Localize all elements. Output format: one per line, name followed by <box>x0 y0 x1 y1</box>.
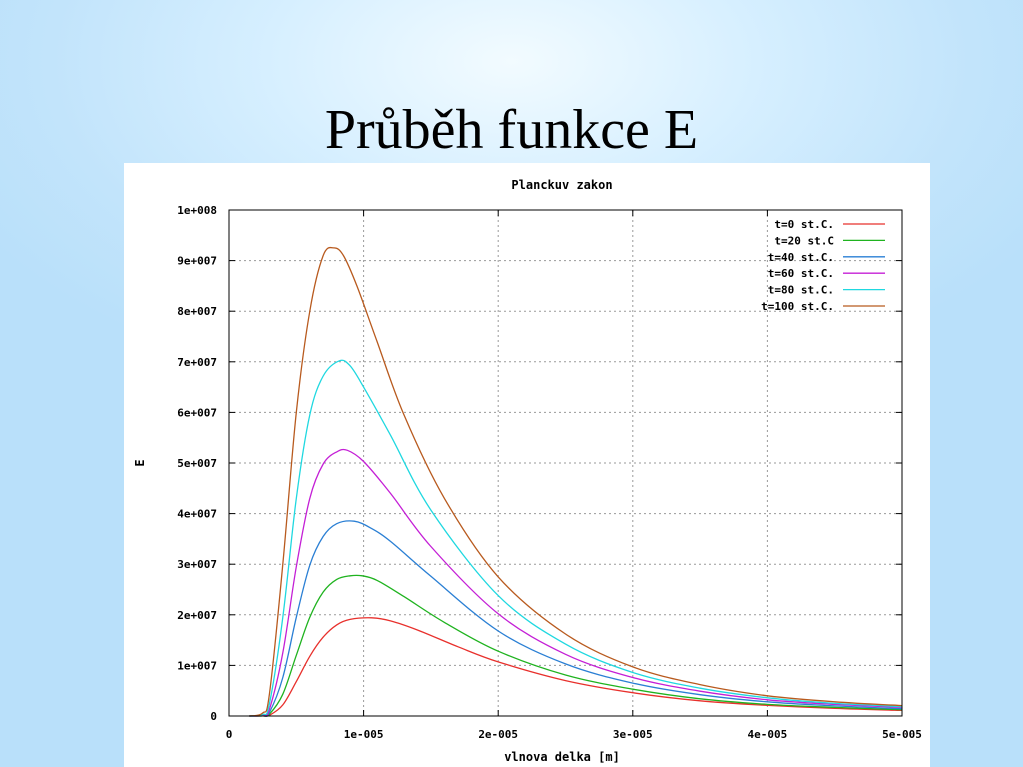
legend-label: t=40 st.C. <box>768 251 834 264</box>
series-line <box>249 617 903 717</box>
series-line <box>249 359 903 717</box>
chart-background <box>124 163 930 767</box>
legend-label: t=20 st.C <box>774 234 834 247</box>
x-tick-label: 4e-005 <box>748 728 788 741</box>
grid <box>229 210 902 716</box>
series-line <box>249 574 903 717</box>
legend-label: t=0 st.C. <box>774 218 834 231</box>
y-tick-label: 2e+007 <box>177 609 217 622</box>
y-tick-label: 4e+007 <box>177 508 217 521</box>
x-tick-label: 0 <box>226 728 233 741</box>
y-tick-label: 3e+007 <box>177 558 217 571</box>
y-tick-label: 9e+007 <box>177 255 217 268</box>
axis-ticks: 0 1e+007 2e+007 3e+007 4e+007 5e+007 6e+007 7e+… <box>177 204 922 741</box>
y-tick-label: 6e+007 <box>177 406 217 419</box>
legend-label: t=80 st.C. <box>768 284 834 297</box>
x-tick-label: 5e-005 <box>882 728 922 741</box>
planck-chart: 0 1e+007 2e+007 3e+007 4e+007 5e+007 6e+007 7e+… <box>124 163 930 767</box>
series-line <box>249 448 903 717</box>
series-line <box>249 520 903 717</box>
series-line <box>249 246 903 717</box>
y-tick-label: 5e+007 <box>177 457 217 470</box>
y-tick-label: 0 <box>210 710 217 723</box>
legend-label: t=100 st.C. <box>761 300 834 313</box>
x-axis-label: vlnova delka [m] <box>504 750 620 764</box>
x-tick-label: 2e-005 <box>478 728 518 741</box>
chart-panel: 0 1e+007 2e+007 3e+007 4e+007 5e+007 6e+007 7e+… <box>124 163 930 767</box>
y-tick-label: 1e+007 <box>177 659 217 672</box>
x-tick-label: 1e-005 <box>344 728 384 741</box>
slide-title: Průběh funkce E <box>324 99 699 161</box>
x-tick-label: 3e-005 <box>613 728 653 741</box>
chart-title: Planckuv zakon <box>511 178 612 192</box>
legend-label: t=60 st.C. <box>768 267 834 280</box>
legend: t=0 st.C. t=20 st.C t=40 st.C. t=60 st.C. t=… <box>761 218 885 313</box>
series-lines <box>249 246 903 717</box>
y-tick-label: 1e+008 <box>177 204 217 217</box>
y-tick-label: 7e+007 <box>177 356 217 369</box>
y-tick-label: 8e+007 <box>177 305 217 318</box>
y-axis-label: E <box>133 459 147 466</box>
